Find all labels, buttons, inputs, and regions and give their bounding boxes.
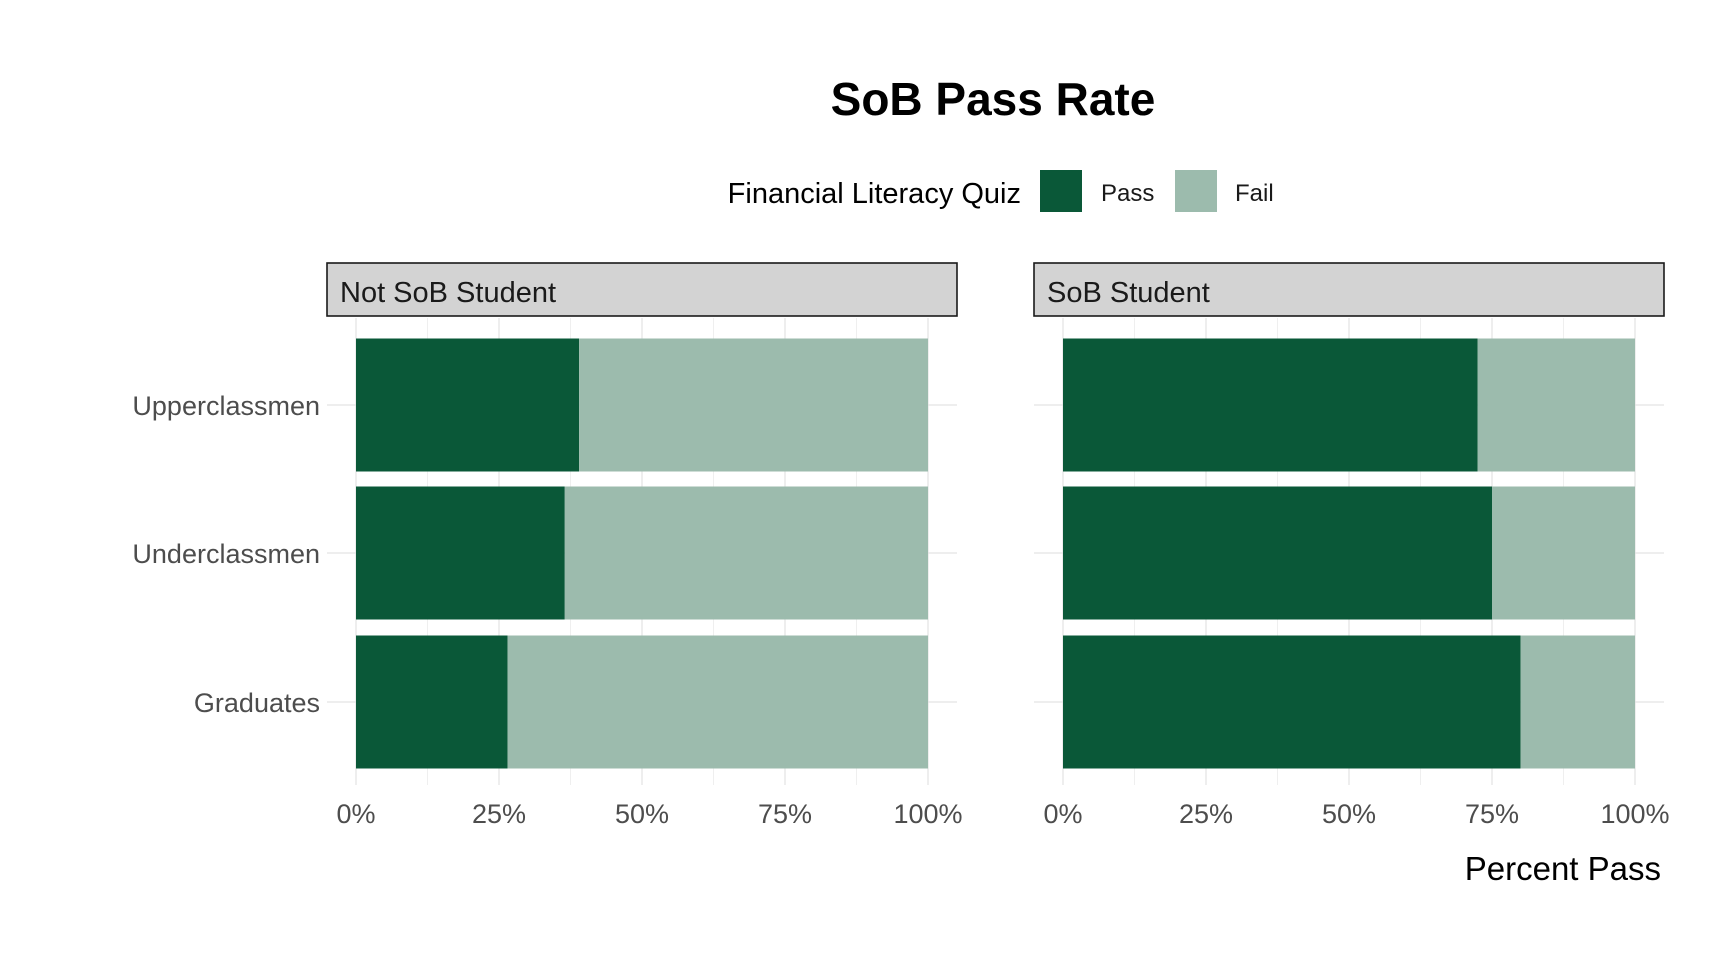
facet-strip	[1033, 262, 1665, 317]
y-tick-label: Upperclassmen	[132, 391, 320, 421]
x-tick-label: 25%	[1179, 799, 1233, 829]
bar-fail-graduates	[507, 635, 928, 769]
y-tick-label: Graduates	[194, 688, 320, 718]
facet-strip-label: SoB Student	[1047, 277, 1210, 309]
facet-panel-1: Not SoB Student 0% 25% 50% 75% 100% Upperclass…	[132, 262, 963, 829]
legend: Financial Literacy Quiz Pass Fail	[728, 170, 1274, 212]
x-tick-label: 25%	[472, 799, 526, 829]
x-tick-label: 75%	[1465, 799, 1519, 829]
x-tick-label: 0%	[336, 799, 375, 829]
bar-pass-graduates	[1063, 635, 1521, 769]
facet-panel-2: SoB Student 0% 25% 50% 75% 100%	[1033, 262, 1670, 829]
chart-title: SoB Pass Rate	[831, 73, 1156, 125]
legend-label-fail: Fail	[1235, 180, 1274, 207]
legend-key-fail	[1175, 170, 1217, 212]
x-tick-label: 75%	[758, 799, 812, 829]
bar-pass-upperclassmen	[356, 338, 580, 472]
bar-pass-underclassmen	[356, 486, 565, 620]
bar-fail-underclassmen	[564, 486, 928, 620]
legend-title: Financial Literacy Quiz	[728, 178, 1021, 210]
bar-fail-upperclassmen	[1477, 338, 1635, 472]
x-tick-label: 0%	[1043, 799, 1082, 829]
facet-strip-label: Not SoB Student	[340, 277, 556, 309]
x-tick-label: 100%	[1600, 799, 1669, 829]
x-tick-label: 50%	[615, 799, 669, 829]
x-tick-label: 50%	[1322, 799, 1376, 829]
legend-label-pass: Pass	[1101, 180, 1154, 207]
x-tick-label: 100%	[893, 799, 962, 829]
bar-pass-graduates	[356, 635, 508, 769]
legend-key-pass	[1040, 170, 1082, 212]
bar-pass-underclassmen	[1063, 486, 1492, 620]
y-tick-label: Underclassmen	[132, 539, 320, 569]
bar-fail-underclassmen	[1492, 486, 1635, 620]
facet-strip	[326, 262, 958, 317]
x-axis-title: Percent Pass	[1465, 850, 1661, 887]
bar-pass-upperclassmen	[1063, 338, 1478, 472]
bar-fail-graduates	[1520, 635, 1635, 769]
facet-panels: Not SoB Student 0% 25% 50% 75% 100% Upperclass…	[132, 262, 1670, 829]
bar-fail-upperclassmen	[579, 338, 928, 472]
